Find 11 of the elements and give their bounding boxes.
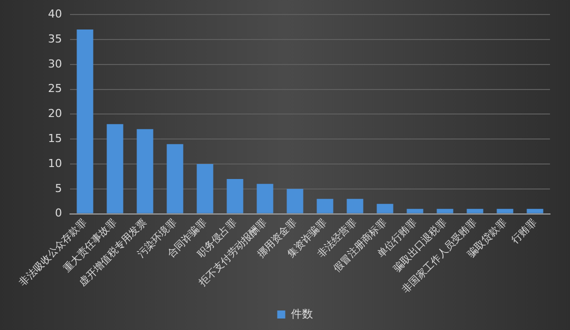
y-tick-label: 10 [48, 156, 62, 170]
x-tick-label: 行贿罪 [510, 217, 539, 246]
y-tick-label: 5 [54, 182, 62, 195]
y-tick-label: 30 [48, 57, 62, 70]
y-tick-label: 35 [48, 32, 62, 46]
y-tick-label: 0 [54, 206, 62, 220]
y-tick-label: 15 [48, 132, 62, 145]
y-tick-label: 25 [48, 82, 62, 96]
y-tick-label: 20 [48, 107, 62, 120]
legend-label: 件数 [290, 307, 313, 320]
y-tick-label: 40 [48, 7, 62, 20]
